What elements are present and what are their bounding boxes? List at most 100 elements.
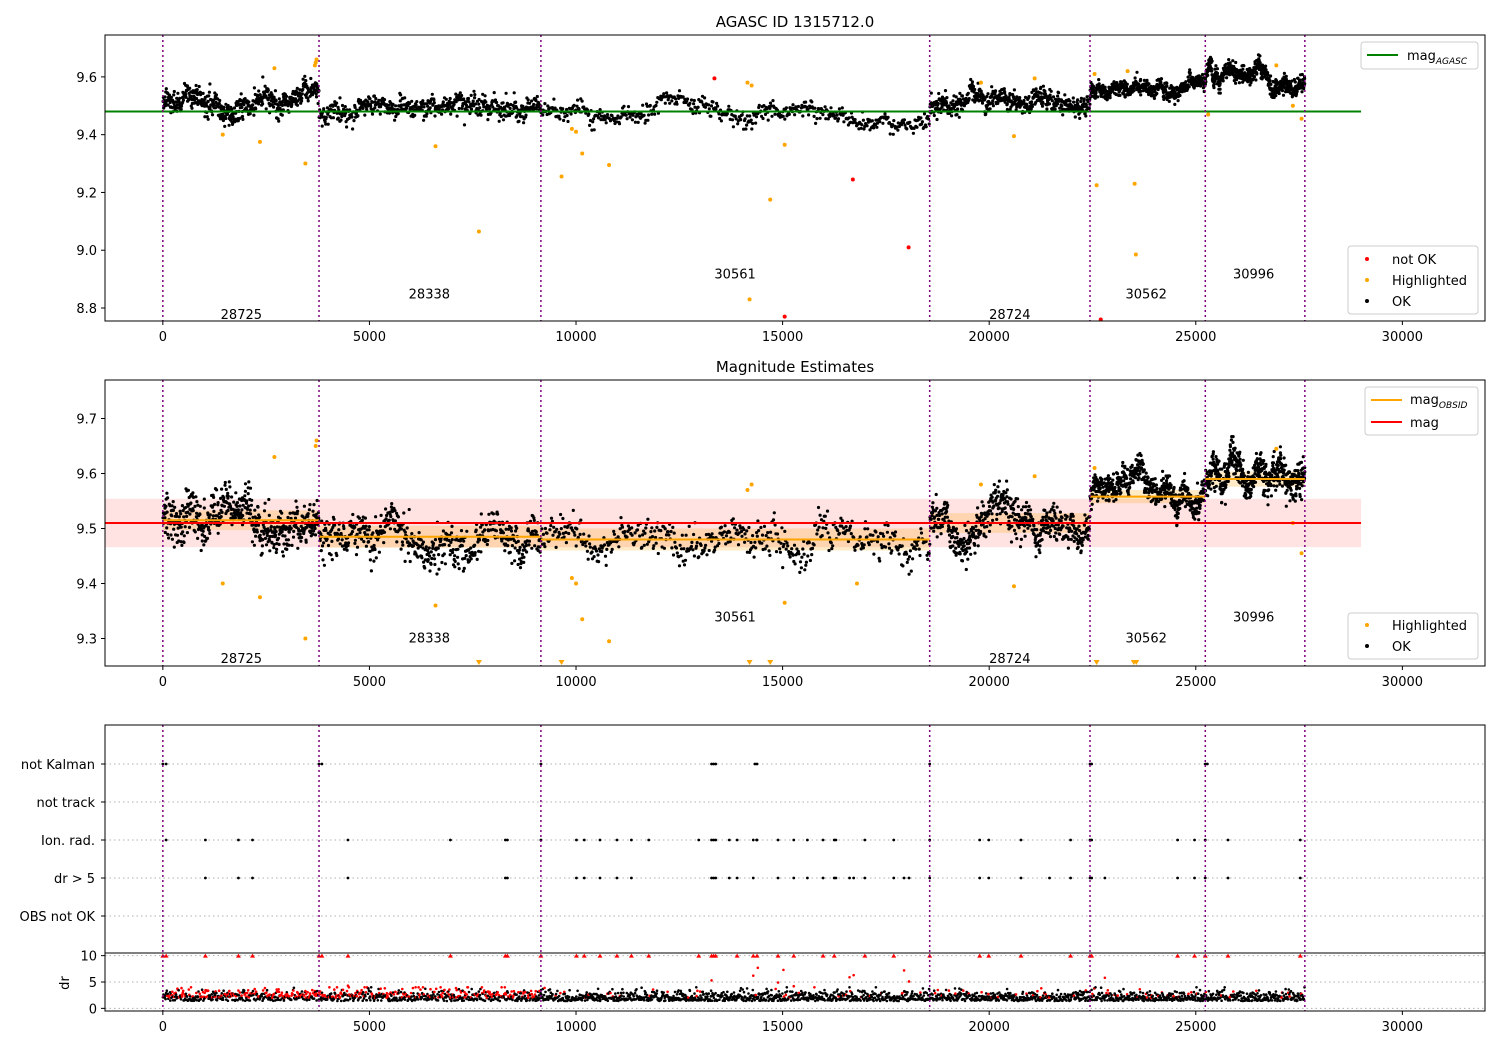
agasc-ok-point — [731, 118, 734, 121]
estimates-ok-point — [625, 535, 628, 538]
estimates-ok-point — [559, 513, 562, 516]
estimates-ok-point — [973, 544, 976, 547]
estimates-ok-point — [963, 544, 966, 547]
agasc-ok-point — [1054, 108, 1057, 111]
agasc-highlighted-point — [560, 175, 564, 179]
estimates-ok-point — [708, 549, 711, 552]
estimates-ok-point — [550, 517, 553, 520]
agasc-ok-point — [1041, 105, 1044, 108]
estimates-ok-point — [887, 542, 890, 545]
estimates-ok-point — [962, 537, 965, 540]
estimates-ok-point — [841, 519, 844, 522]
agasc-ok-point — [315, 95, 318, 98]
estimates-ok-point — [595, 549, 598, 552]
estimates-ok-point — [691, 548, 694, 551]
estimates-ok-point — [776, 532, 779, 535]
estimates-ok-point — [683, 563, 686, 566]
estimates-ok-point — [887, 524, 890, 527]
agasc-ok-point — [734, 115, 737, 118]
agasc-ok-point — [339, 119, 342, 122]
agasc-x-tick-label: 5000 — [353, 330, 386, 345]
estimates-ok-point — [212, 510, 215, 513]
estimates-ok-point — [292, 536, 295, 539]
agasc-point-legend: not OK Highlighted OK — [1348, 246, 1478, 314]
agasc-ok-point — [322, 107, 325, 110]
agasc-ok-point — [813, 107, 816, 110]
agasc-ok-point — [321, 125, 324, 128]
agasc-ok-point — [524, 114, 527, 117]
agasc-ok-point — [207, 100, 210, 103]
estimates-ok-point — [926, 558, 929, 561]
agasc-ok-point — [176, 92, 179, 95]
agasc-ok-point — [502, 118, 505, 121]
estimates-ok-point — [650, 526, 653, 529]
estimates-ok-point — [563, 535, 566, 538]
agasc-ok-point — [854, 118, 857, 121]
estimates-ok-point — [587, 534, 590, 537]
estimates-ok-point — [937, 518, 940, 521]
estimates-ok-point — [768, 549, 771, 552]
estimates-ok-point — [402, 511, 405, 514]
estimates-ok-point — [400, 548, 403, 551]
estimates-ok-point — [597, 560, 600, 563]
estimates-ok-point — [449, 541, 452, 544]
estimates-ok-point — [356, 546, 359, 549]
estimates-ok-point — [946, 516, 949, 519]
estimates-ok-point — [382, 541, 385, 544]
agasc-ok-point — [573, 104, 576, 107]
agasc-ok-point — [991, 99, 994, 102]
agasc-ok-point — [1086, 95, 1089, 98]
agasc-ok-point — [838, 107, 841, 110]
agasc-ok-point — [558, 117, 561, 120]
estimates-ok-point — [450, 525, 453, 528]
estimates-ok-point — [527, 529, 530, 532]
agasc-highlighted-point — [1133, 182, 1137, 186]
estimates-ok-point — [803, 568, 806, 571]
agasc-highlighted-point — [1300, 117, 1304, 121]
estimates-ok-point — [821, 534, 824, 537]
agasc-ok-point — [948, 104, 951, 107]
estimates-ok-point — [544, 527, 547, 530]
estimates-ok-point — [548, 528, 551, 531]
estimates-ok-point — [404, 560, 407, 563]
estimates-ok-point — [951, 544, 954, 547]
estimates-ok-point — [954, 547, 957, 550]
agasc-ok-point — [393, 119, 396, 122]
estimates-ok-point — [452, 548, 455, 551]
estimates-ok-point — [783, 530, 786, 533]
estimates-ok-point — [342, 527, 345, 530]
agasc-ok-point — [971, 80, 974, 83]
agasc-ok-point — [937, 92, 940, 95]
estimates-ok-point — [268, 549, 271, 552]
agasc-ok-point — [1042, 102, 1045, 105]
agasc-ok-point — [625, 114, 628, 117]
agasc-y-tick-label: 9.4 — [76, 129, 97, 144]
agasc-ok-point — [727, 105, 730, 108]
agasc-ok-point — [627, 105, 630, 108]
estimates-ok-point — [558, 533, 561, 536]
estimates-ok-point — [509, 551, 512, 554]
estimates-ok-point — [893, 534, 896, 537]
estimates-ok-point — [853, 549, 856, 552]
estimates-ok-point — [246, 508, 249, 511]
estimates-ok-point — [431, 547, 434, 550]
estimates-ok-point — [322, 541, 325, 544]
agasc-ok-point — [581, 100, 584, 103]
estimates-ok-point — [711, 532, 714, 535]
agasc-ok-point — [332, 116, 335, 119]
agasc-obsid-label: 30561 — [714, 267, 755, 282]
estimates-ok-point — [866, 527, 869, 530]
estimates-ok-point — [180, 526, 183, 529]
estimates-ok-point — [486, 543, 489, 546]
estimates-ok-point — [335, 554, 338, 557]
agasc-ok-point — [915, 126, 918, 129]
estimates-ok-point — [593, 555, 596, 558]
estimates-ok-point — [249, 509, 252, 512]
estimates-ok-point — [443, 543, 446, 546]
estimates-ok-point — [188, 513, 191, 516]
agasc-ok-point — [1003, 87, 1006, 90]
estimates-ok-point — [673, 532, 676, 535]
agasc-ok-point — [479, 114, 482, 117]
estimates-ok-point — [742, 528, 745, 531]
estimates-ok-point — [308, 508, 311, 511]
